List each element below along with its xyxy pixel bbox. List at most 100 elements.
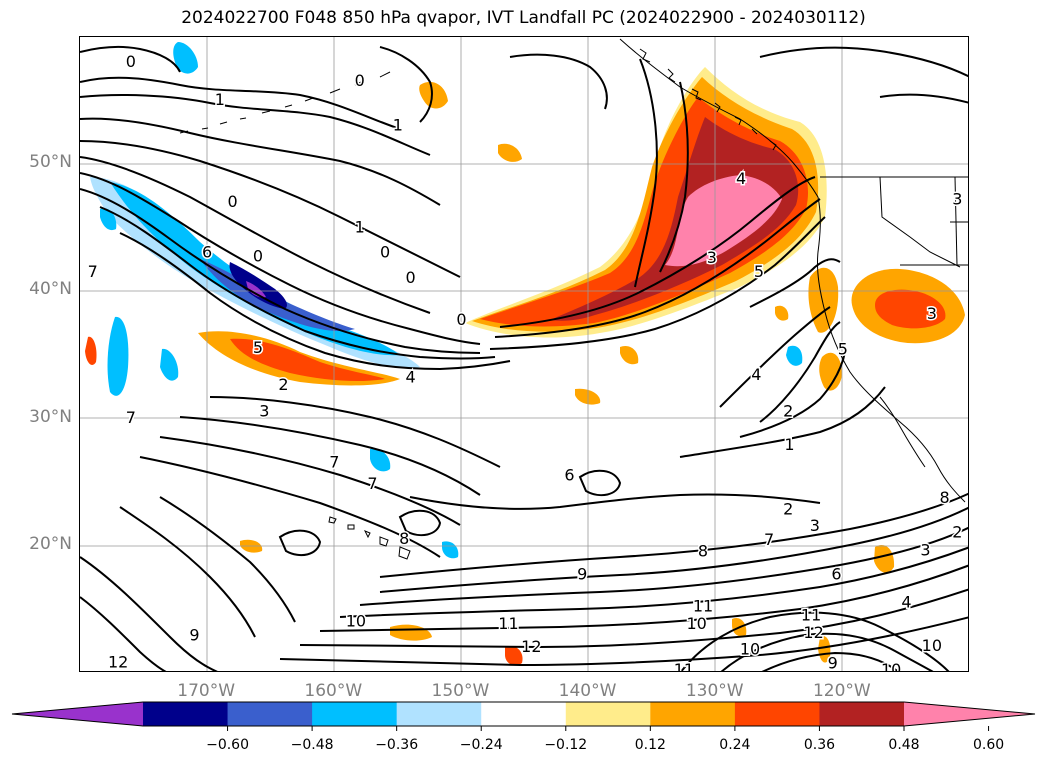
cold-cell [442,541,459,559]
contour-label: 10 [346,612,366,631]
colorbar-segment [565,702,651,726]
colorbar-tick-label: −0.12 [544,737,588,753]
contour-label: 10 [686,614,706,633]
map-title: 2024022700 F048 850 hPa qvapor, IVT Land… [181,8,866,28]
contour-label: 9 [189,626,199,645]
contour-label: 10 [922,636,942,655]
warm-anomaly-pink [665,175,782,267]
colorbar-extend-min [12,702,143,726]
contour-label: 4 [405,367,415,386]
contour-label: 12 [108,652,128,671]
shading-layer [85,42,965,666]
contour-label: 3 [927,304,937,323]
contour-label: 12 [521,637,541,656]
contour-label: 4 [736,169,746,188]
colorbar-segment [227,702,313,726]
contour-label: 2 [783,402,793,421]
cold-cell [107,316,129,396]
contour-label: 0 [227,192,237,211]
latitude-label: 40°N [29,279,72,300]
contour-label: 11 [674,660,694,672]
contour-label: 7 [367,474,377,493]
contour-label: 9 [828,654,838,672]
contour-label: 6 [564,465,574,484]
colorbar-outline [11,701,1036,727]
colorbar-segment [396,702,482,726]
colorbar-tick-label: 0.60 [972,737,1005,753]
contour-label: 10 [881,660,901,672]
contour-label: 3 [952,189,962,208]
cold-cell [786,345,803,366]
contour-label: 2 [783,500,793,519]
warm-cell [818,635,831,663]
colorbar-segment [312,702,398,726]
cold-cell [370,448,391,472]
contour-label: 0 [380,243,390,262]
warm-cell [419,81,448,109]
coastlines [179,38,968,560]
graticule [80,37,968,671]
longitude-label: 140°W [558,681,617,701]
contour-label: 7 [88,262,98,281]
contour-label: 1 [393,116,403,135]
colorbar-segment [734,702,820,726]
contour-label: 8 [698,542,708,561]
colorbar-tick-label: 0.12 [634,737,666,753]
warm-cell [390,624,432,641]
contour-label: 3 [707,248,717,267]
contour-label: 7 [329,453,339,472]
warm-anomaly-dark-red [550,117,799,321]
colorbar-segment [143,702,229,726]
contour-label: 0 [253,247,263,266]
contour-label: 11 [801,605,821,624]
contour-label: 0 [405,268,415,287]
warm-cell [874,545,895,573]
contour-label: 3 [920,540,930,559]
contour-label: 7 [126,408,136,427]
colorbar-tick-label: −0.36 [375,737,419,753]
longitude-label: 170°W [177,681,236,701]
contour-label: 5 [253,338,263,357]
contour-label: 9 [577,565,587,584]
warm-anomaly-california [808,267,839,333]
colorbar-extend-max [904,702,1035,726]
warm-cell [498,143,522,162]
colorbar-tick-label: −0.24 [459,737,503,753]
longitude-label: 160°W [304,681,363,701]
colorbar-graphic [11,701,1036,731]
contour-label: 8 [399,529,409,548]
latitude-label: 20°N [29,533,72,554]
contour-label: 4 [901,593,911,612]
warm-cell [620,345,639,365]
contour-label: 7 [764,530,774,549]
contour-label: 1 [215,90,225,109]
colorbar-tick-label: 0.36 [803,737,836,753]
contour-label: 5 [754,262,764,281]
cold-anomaly-band-min [246,281,266,298]
warm-cell [505,645,523,666]
contour-label: 4 [751,365,761,384]
contour-label: 0 [126,52,136,71]
contour-label: 6 [202,243,212,262]
cold-anomaly-band-core [229,262,287,309]
contour-label: 12 [803,623,823,642]
cold-cell [160,348,179,381]
contour-label: 2 [278,375,288,394]
contour-label: 0 [355,71,365,90]
cold-cell [173,42,198,74]
warm-anomaly-east-core [875,289,946,329]
contour-label: 11 [693,596,713,615]
cold-anomaly-band-mid [200,259,355,332]
colorbar-tick-label: 0.48 [888,737,920,753]
colorbar-tick-label: −0.48 [290,737,334,753]
contour-label: 3 [259,402,269,421]
contour-label: 1 [784,435,794,454]
contour-label: 1 [355,217,365,236]
contour-label: 11 [498,614,518,633]
contour-label: 5 [838,339,848,358]
warm-cell [775,305,789,321]
cold-anomaly-band [110,182,400,356]
longitude-label: 130°W [685,681,744,701]
